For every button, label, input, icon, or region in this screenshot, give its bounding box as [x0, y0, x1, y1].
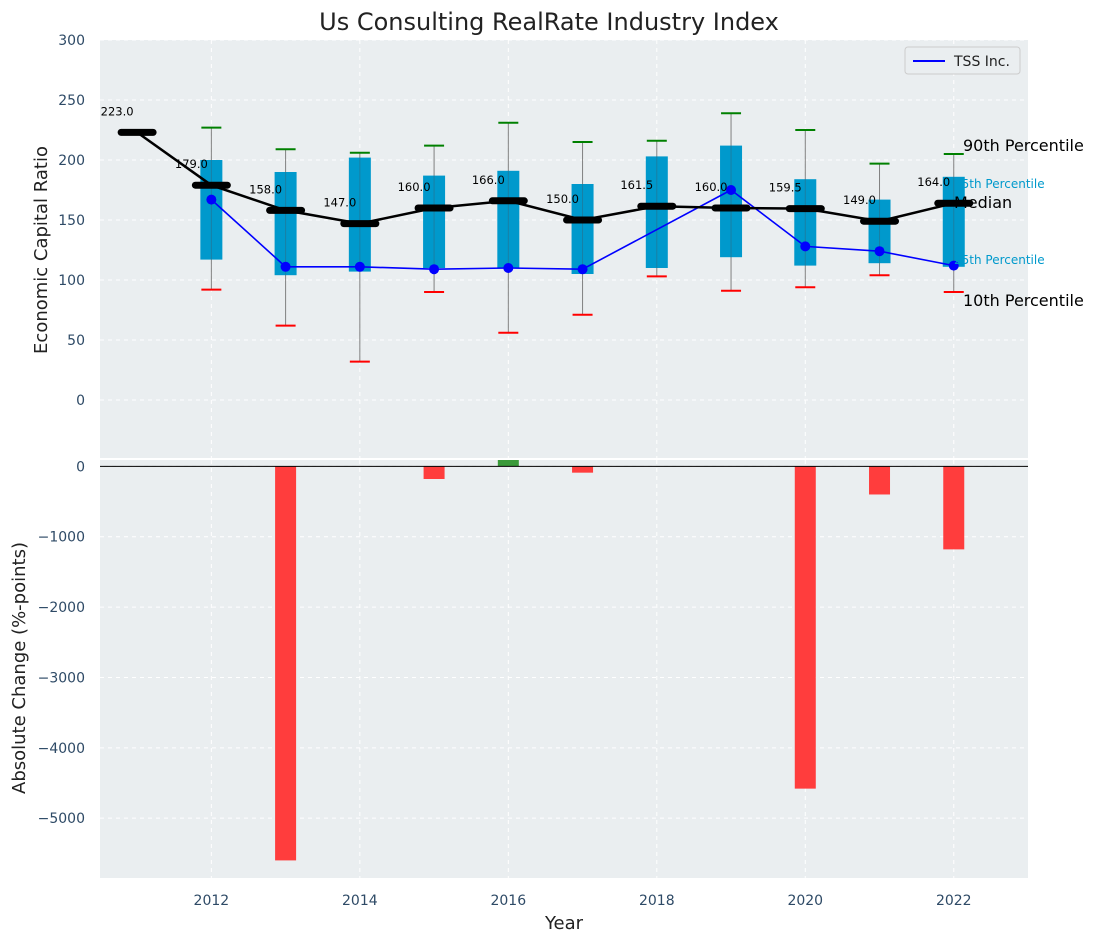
bottom-y-tick-label: −2000	[38, 600, 85, 616]
top-y-tick-label: 100	[58, 273, 85, 289]
company-line-tss	[210, 189, 954, 271]
company-point-2014	[354, 261, 365, 272]
legend: TSS Inc.	[904, 46, 1021, 75]
change-bar-2020	[794, 466, 816, 789]
chart-title: Us Consulting RealRate Industry Index	[319, 8, 779, 36]
top-y-axis-label: Economic Capital Ratio	[31, 146, 52, 354]
chart-marks: 2012 2014 2016 2018 2020 2022 0 50 100 150 200 250 3…	[38, 33, 1028, 909]
annotation-25th-percentile: 25th Percentile	[954, 253, 1045, 267]
median-label-2021: 149.0	[843, 193, 876, 207]
median-label-2022: 164.0	[917, 175, 950, 189]
bottom-y-tick-label: −4000	[38, 741, 85, 757]
median-label-2015: 160.0	[398, 180, 431, 194]
company-point-2013	[280, 261, 291, 272]
legend-label-tss: TSS Inc.	[953, 54, 1010, 70]
median-label-2014: 147.0	[323, 196, 356, 210]
x-tick-label: 2020	[787, 893, 823, 909]
top-y-tick-label: 250	[58, 93, 85, 109]
bottom-y-tick-label: −5000	[38, 811, 85, 827]
company-point-2015	[429, 264, 440, 275]
annotation-10th-percentile: 10th Percentile	[963, 291, 1084, 310]
company-point-2016	[503, 263, 514, 273]
median-label-2019: 160.0	[695, 180, 728, 194]
bottom-plot-area	[100, 460, 1028, 878]
legend-box	[904, 46, 1021, 75]
median-label-2016: 166.0	[472, 173, 505, 187]
change-bar-2021	[869, 466, 891, 495]
x-tick-label: 2022	[936, 893, 972, 909]
company-point-2019	[726, 185, 737, 195]
x-tick-label: 2018	[639, 893, 675, 909]
annotation-75th-percentile: 75th Percentile	[954, 177, 1045, 191]
bottom-y-tick-label: −1000	[38, 530, 85, 546]
change-bar-2015	[423, 466, 445, 479]
median-label-2017: 150.0	[546, 192, 579, 206]
top-y-tick-label: 200	[58, 153, 85, 169]
median-label-2011: 223.0	[101, 104, 134, 118]
median-label-2013: 158.0	[249, 182, 282, 196]
company-point-2022	[948, 260, 959, 271]
change-bar-2022	[943, 466, 965, 550]
company-point-2012	[206, 194, 217, 205]
bottom-y-tick-label: −3000	[38, 670, 85, 686]
x-tick-label: 2012	[194, 893, 230, 909]
change-bar-2016	[497, 460, 519, 467]
bottom-y-tick-label: 0	[76, 459, 85, 475]
top-y-tick-label: 0	[76, 393, 85, 409]
median-label-2012: 179.0	[175, 157, 208, 171]
change-bar-2017	[572, 466, 594, 473]
company-point-2017	[577, 264, 588, 275]
company-point-2021	[874, 246, 885, 257]
annotation-median: Median	[954, 193, 1012, 212]
change-bar-2013	[275, 466, 297, 861]
annotation-90th-percentile: 90th Percentile	[963, 136, 1084, 155]
x-axis-label: Year	[544, 913, 584, 934]
top-y-tick-label: 50	[67, 333, 85, 349]
top-y-tick-label: 300	[58, 33, 85, 49]
median-label-2018: 161.5	[620, 178, 653, 192]
x-tick-label: 2014	[342, 893, 378, 909]
bottom-y-axis-label: Absolute Change (%-points)	[9, 542, 30, 794]
company-point-2020	[800, 241, 811, 252]
median-label-2020: 159.5	[769, 181, 802, 195]
x-tick-label: 2016	[490, 893, 526, 909]
top-y-tick-label: 150	[58, 213, 85, 229]
